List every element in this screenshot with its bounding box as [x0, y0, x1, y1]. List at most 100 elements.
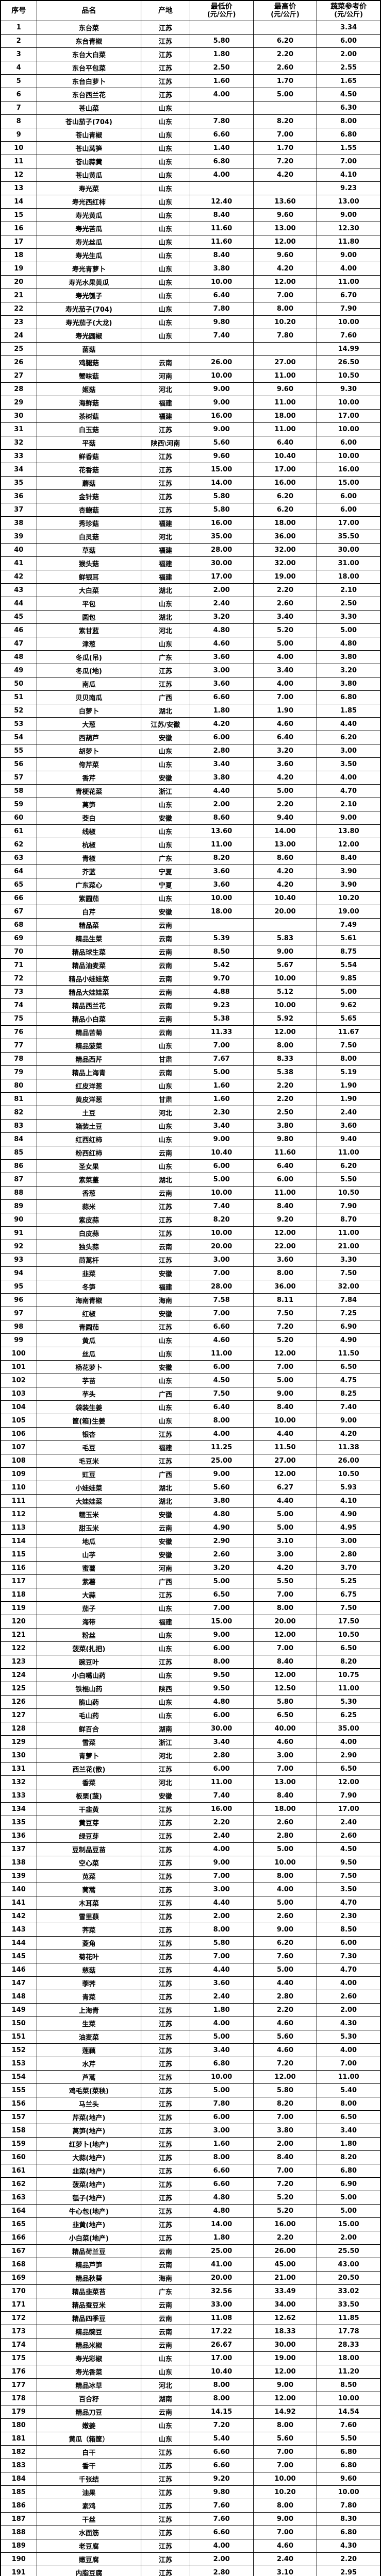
- table-row: 180 嫩姜 山东 7.20 8.00 7.60: [0, 2418, 381, 2432]
- row-no-cell: 154: [0, 2070, 37, 2084]
- row-no-cell: 89: [0, 1199, 37, 1213]
- low-price-cell: 26.67: [189, 2338, 254, 2352]
- row-no-cell: 24: [0, 329, 37, 343]
- table-row: 150 生菜 江苏 4.00 4.60 4.30: [0, 2016, 381, 2030]
- low-price-cell: [189, 918, 254, 932]
- ref-price-cell: 17.50: [317, 1615, 381, 1629]
- product-name-cell: 糯玉米: [36, 1507, 142, 1521]
- ref-price-cell: 6.20: [317, 1159, 381, 1173]
- origin-cell: 福建: [141, 516, 190, 530]
- product-name-cell: 菌菇: [36, 342, 142, 356]
- low-price-cell: 9.80: [189, 315, 254, 329]
- low-price-cell: 7.40: [189, 1199, 254, 1213]
- low-price-cell: 6.00: [189, 1762, 254, 1776]
- product-name-cell: 粉西红柿: [36, 1146, 142, 1160]
- ref-price-cell: 6.70: [317, 289, 381, 302]
- table-row: 142 雪里蕻 江苏 2.00 2.60 2.30: [0, 1909, 381, 1923]
- row-no-cell: 118: [0, 1588, 37, 1602]
- high-price-cell: 16.00: [253, 2217, 318, 2231]
- row-no-cell: 178: [0, 2392, 37, 2405]
- row-no-cell: 152: [0, 2043, 37, 2057]
- ref-price-cell: 3.34: [317, 21, 381, 35]
- product-name-cell: 冬瓜(地): [36, 664, 142, 677]
- low-price-cell: 28.00: [189, 1280, 254, 1294]
- product-name-cell: 牛心包(地产): [36, 2204, 142, 2218]
- high-price-cell: 11.00: [253, 396, 318, 410]
- row-no-cell: 138: [0, 1856, 37, 1870]
- table-row: 72 精品小娃娃菜 云南 9.70 10.00 9.85: [0, 972, 381, 986]
- origin-cell: 广西: [141, 690, 190, 704]
- high-price-cell: 6.20: [253, 34, 318, 48]
- product-name-cell: 小白嘴山药: [36, 1668, 142, 1682]
- table-row: 191 内脂豆腐 江苏 2.80 3.10 2.95: [0, 2566, 381, 2576]
- ref-price-cell: 6.90: [317, 1320, 381, 1334]
- low-price-cell: 3.60: [189, 1976, 254, 1990]
- high-price-cell: [253, 181, 318, 195]
- high-price-cell: 2.20: [253, 2231, 318, 2245]
- product-name-cell: 精品米椒: [36, 2338, 142, 2352]
- low-price-cell: 4.50: [189, 1374, 254, 1387]
- ref-price-cell: 2.40: [317, 1106, 381, 1120]
- product-name-cell: 线椒: [36, 824, 142, 838]
- origin-cell: 江苏: [141, 422, 190, 436]
- origin-cell: 山东: [141, 155, 190, 168]
- row-no-cell: 9: [0, 128, 37, 142]
- origin-cell: 山东: [141, 1708, 190, 1722]
- origin-cell: 江苏: [141, 1950, 190, 1963]
- table-row: 104 袋装生姜 山东 6.40 8.40 7.40: [0, 1400, 381, 1414]
- origin-cell: 江苏: [141, 677, 190, 691]
- ref-price-cell: 9.85: [317, 972, 381, 986]
- ref-price-cell: 6.00: [317, 34, 381, 48]
- low-price-cell: 14.15: [189, 2405, 254, 2419]
- origin-cell: 河北: [141, 1106, 190, 1120]
- table-row: 65 广东菜心 宁夏 3.60 4.20 3.90: [0, 878, 381, 892]
- low-price-cell: 5.38: [189, 1012, 254, 1026]
- high-price-cell: 18.00: [253, 1802, 318, 1816]
- table-row: 120 海带 福建 15.00 20.00 17.50: [0, 1615, 381, 1629]
- product-name-cell: 寿光茄子(704): [36, 302, 142, 316]
- row-no-cell: 121: [0, 1628, 37, 1642]
- low-price-cell: 9.00: [189, 1856, 254, 1870]
- low-price-cell: [189, 181, 254, 195]
- row-no-cell: 55: [0, 744, 37, 758]
- high-price-cell: 3.40: [253, 610, 318, 624]
- header-ref-price: 蔬菜参考价 (元/公斤): [317, 0, 381, 21]
- row-no-cell: 169: [0, 2271, 37, 2285]
- low-price-cell: 9.20: [189, 2472, 254, 2486]
- ref-price-cell: 7.50: [317, 1039, 381, 1053]
- low-price-cell: 6.80: [189, 155, 254, 168]
- high-price-cell: 36.00: [253, 530, 318, 544]
- product-name-cell: 青菜: [36, 1990, 142, 2004]
- high-price-cell: 20.00: [253, 905, 318, 919]
- row-no-cell: 190: [0, 2552, 37, 2566]
- ref-price-cell: 33.02: [317, 2284, 381, 2298]
- product-name-cell: 筐(箱)生姜: [36, 1414, 142, 1428]
- ref-price-cell: 10.00: [317, 449, 381, 463]
- product-name-cell: 精品大娃娃菜: [36, 985, 142, 999]
- table-row: 186 素鸡 江苏 7.60 8.00 7.80: [0, 2499, 381, 2513]
- ref-price-cell: 13.00: [317, 195, 381, 209]
- ref-price-cell: 2.30: [317, 1909, 381, 1923]
- product-name-cell: 丝瓜: [36, 1347, 142, 1361]
- origin-cell: 山东: [141, 128, 190, 142]
- product-name-cell: 寿光水果黄瓜: [36, 275, 142, 289]
- table-row: 187 干丝 江苏 7.60 9.00 8.30: [0, 2512, 381, 2526]
- product-name-cell: 百合籽: [36, 2392, 142, 2405]
- ref-price-cell: 4.70: [317, 784, 381, 798]
- high-price-cell: 10.00: [253, 1414, 318, 1428]
- row-no-cell: 22: [0, 302, 37, 316]
- table-row: 34 花香菇 江苏 15.00 17.00 16.00: [0, 463, 381, 477]
- origin-cell: 安徽: [141, 1548, 190, 1562]
- product-name-cell: 精品西兰花: [36, 998, 142, 1012]
- table-row: 122 菠菜(扎把) 山东 6.00 7.00 6.50: [0, 1641, 381, 1655]
- row-no-cell: 57: [0, 771, 37, 785]
- product-name-cell: 寿光彩椒: [36, 2351, 142, 2365]
- high-price-cell: 8.11: [253, 1293, 318, 1307]
- product-name-cell: 圆包: [36, 610, 142, 624]
- table-row: 1 东台菜 江苏 3.34: [0, 21, 381, 35]
- ref-price-cell: 4.90: [317, 1507, 381, 1521]
- table-row: 64 芥蓝 宁夏 3.60 4.20 3.90: [0, 865, 381, 878]
- low-price-cell: 4.60: [189, 637, 254, 651]
- origin-cell: 云南: [141, 945, 190, 959]
- low-price-cell: 6.40: [189, 1400, 254, 1414]
